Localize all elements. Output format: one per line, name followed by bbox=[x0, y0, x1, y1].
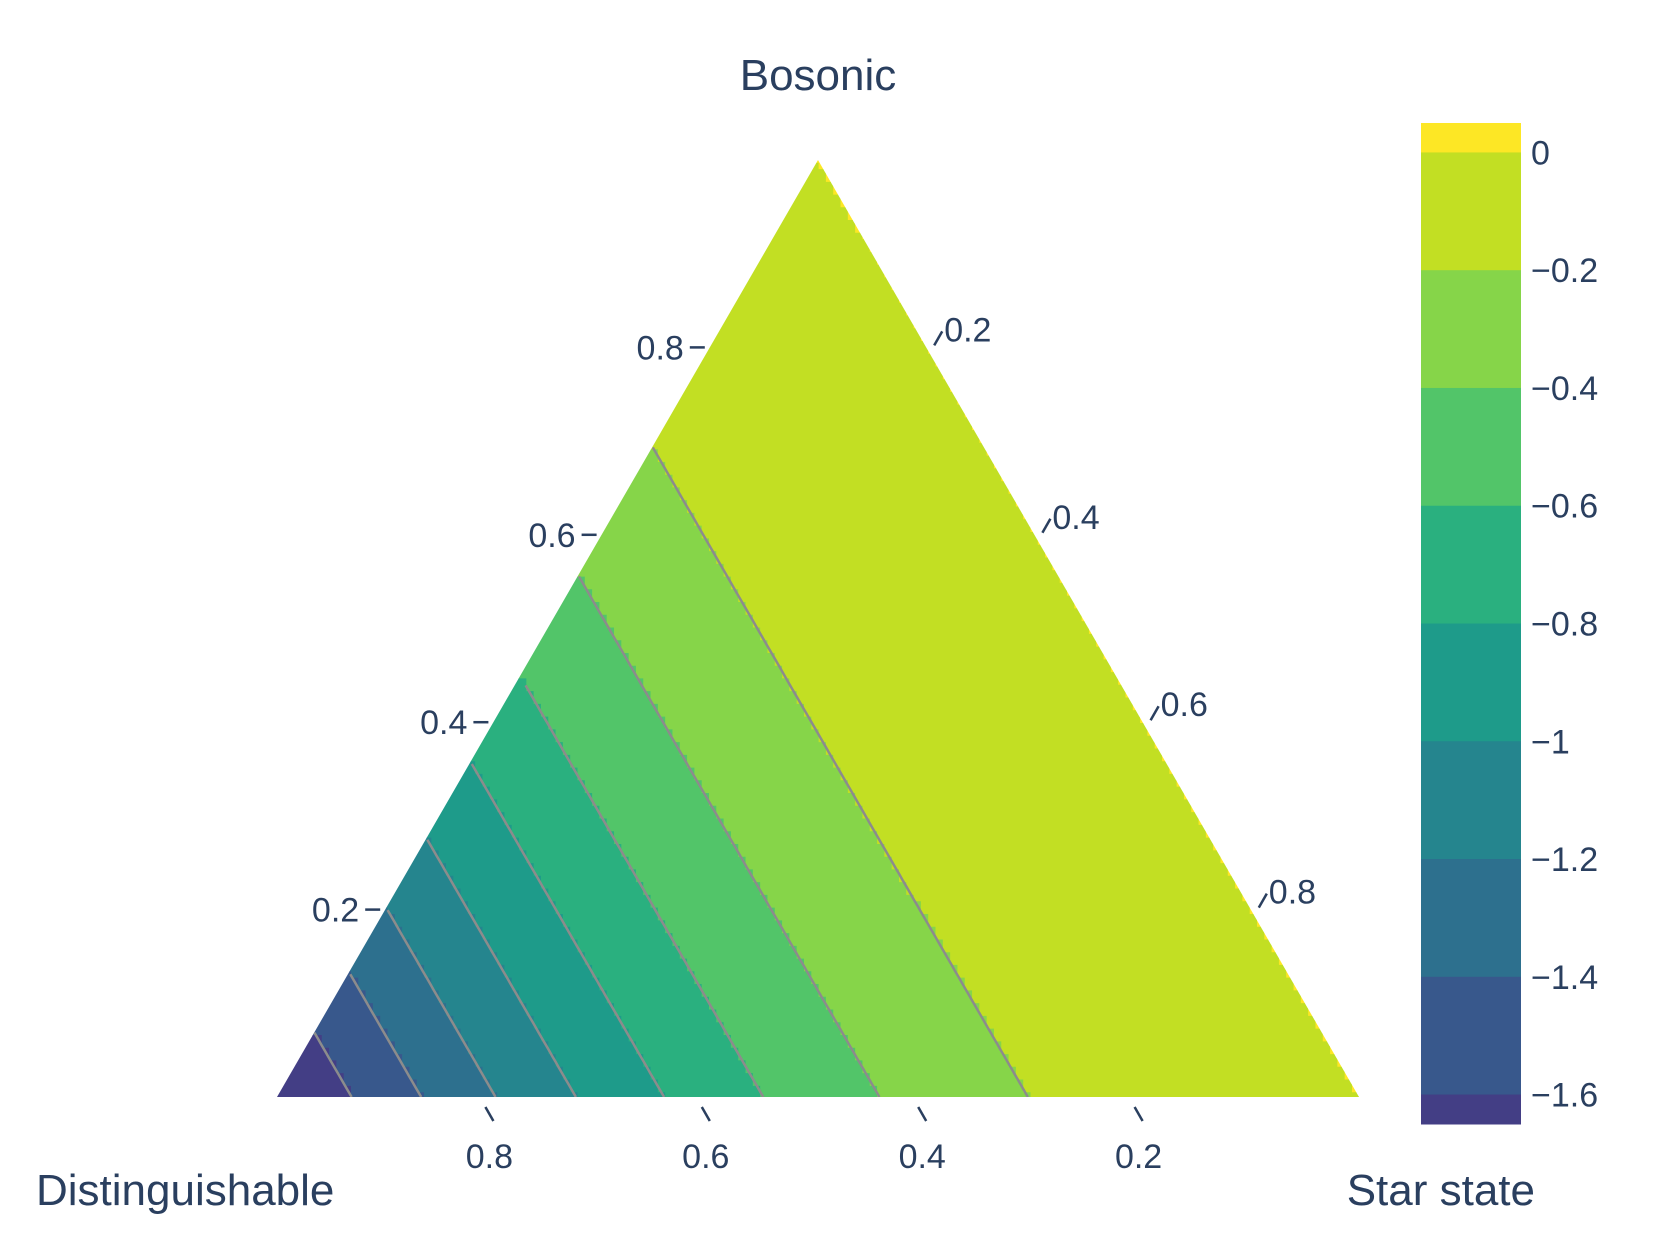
contour-line-2 bbox=[386, 909, 497, 1097]
tick-label-bottom-axis-3: 0.2 bbox=[1115, 1138, 1162, 1176]
colorbar-segment-0 bbox=[1421, 123, 1521, 153]
tick-label-top-axis-0: 0.2 bbox=[312, 892, 359, 930]
contour-line-3 bbox=[426, 839, 577, 1097]
contour-line-0 bbox=[313, 1031, 353, 1097]
tick-label-bottom-axis-2: 0.4 bbox=[899, 1138, 946, 1176]
tick-bottom-axis-3 bbox=[1133, 1106, 1144, 1122]
colorbar-segment-7 bbox=[1421, 859, 1521, 978]
tick-label-right-axis-3: 0.8 bbox=[1269, 874, 1316, 912]
tick-label-right-axis-0: 0.2 bbox=[944, 311, 991, 349]
colorbar-segment-5 bbox=[1421, 623, 1521, 742]
colorbar: 0 −0.2 −0.4 −0.6 −0.8 −1 −1.2 −1.4 −1.6 bbox=[1421, 123, 1598, 1125]
axis-title-right: Star state bbox=[1347, 1166, 1535, 1215]
tick-bottom-axis-2 bbox=[917, 1106, 928, 1122]
colorbar-segment-4 bbox=[1421, 505, 1521, 624]
tick-label-top-axis-3: 0.8 bbox=[637, 329, 684, 367]
contour-line-5 bbox=[524, 684, 765, 1097]
colorbar-tick-label-5: −1 bbox=[1531, 723, 1570, 761]
contour-fill-layer bbox=[277, 160, 1359, 1097]
colorbar-tick-label-6: −1.2 bbox=[1531, 841, 1598, 879]
contour-band-4 bbox=[277, 672, 761, 1097]
colorbar-segment-6 bbox=[1421, 741, 1521, 860]
tick-right-axis-1 bbox=[1041, 518, 1052, 534]
colorbar-tick-label-7: −1.4 bbox=[1531, 959, 1598, 997]
contour-band-2 bbox=[277, 436, 1031, 1097]
axis-title-top: Bosonic bbox=[740, 51, 897, 100]
colorbar-tick-label-8: −1.6 bbox=[1531, 1077, 1598, 1115]
tick-right-axis-3 bbox=[1257, 892, 1268, 909]
contour-line-6 bbox=[577, 575, 881, 1097]
contour-line-layer bbox=[313, 446, 1029, 1097]
tick-label-right-axis-1: 0.4 bbox=[1052, 499, 1099, 537]
colorbar-segment-9 bbox=[1421, 1094, 1521, 1125]
colorbar-tick-label-1: −0.2 bbox=[1531, 252, 1598, 290]
tick-label-bottom-axis-0: 0.8 bbox=[466, 1138, 513, 1176]
tick-label-bottom-axis-1: 0.6 bbox=[682, 1138, 729, 1176]
tick-right-axis-2 bbox=[1149, 705, 1160, 721]
axis-title-left: Distinguishable bbox=[36, 1166, 334, 1215]
contour-line-4 bbox=[470, 763, 666, 1097]
tick-label-top-axis-1: 0.4 bbox=[420, 704, 467, 742]
contour-band-5 bbox=[277, 754, 666, 1097]
tick-bottom-axis-0 bbox=[484, 1106, 495, 1122]
colorbar-segment-8 bbox=[1421, 976, 1521, 1096]
colorbar-tick-label-0: 0 bbox=[1531, 134, 1550, 172]
contour-band-3 bbox=[277, 563, 878, 1097]
colorbar-segment-1 bbox=[1421, 152, 1521, 271]
tick-bottom-axis-1 bbox=[700, 1106, 711, 1122]
colorbar-tick-label-4: −0.8 bbox=[1531, 606, 1598, 644]
contour-line-7 bbox=[651, 446, 1029, 1097]
axis-ticks: 0.2 0.4 0.6 0.8 0.2 0.4 0.6 0.8 0.8 0.6 0.4 0.2 bbox=[312, 311, 1316, 1176]
tick-label-top-axis-2: 0.6 bbox=[528, 517, 575, 555]
colorbar-segment-2 bbox=[1421, 270, 1521, 389]
tick-right-axis-0 bbox=[933, 330, 944, 347]
tick-label-right-axis-2: 0.6 bbox=[1161, 686, 1208, 724]
colorbar-segment-3 bbox=[1421, 387, 1521, 507]
colorbar-tick-label-2: −0.4 bbox=[1531, 370, 1598, 408]
contour-line-1 bbox=[349, 973, 423, 1097]
colorbar-tick-label-3: −0.6 bbox=[1531, 488, 1598, 526]
